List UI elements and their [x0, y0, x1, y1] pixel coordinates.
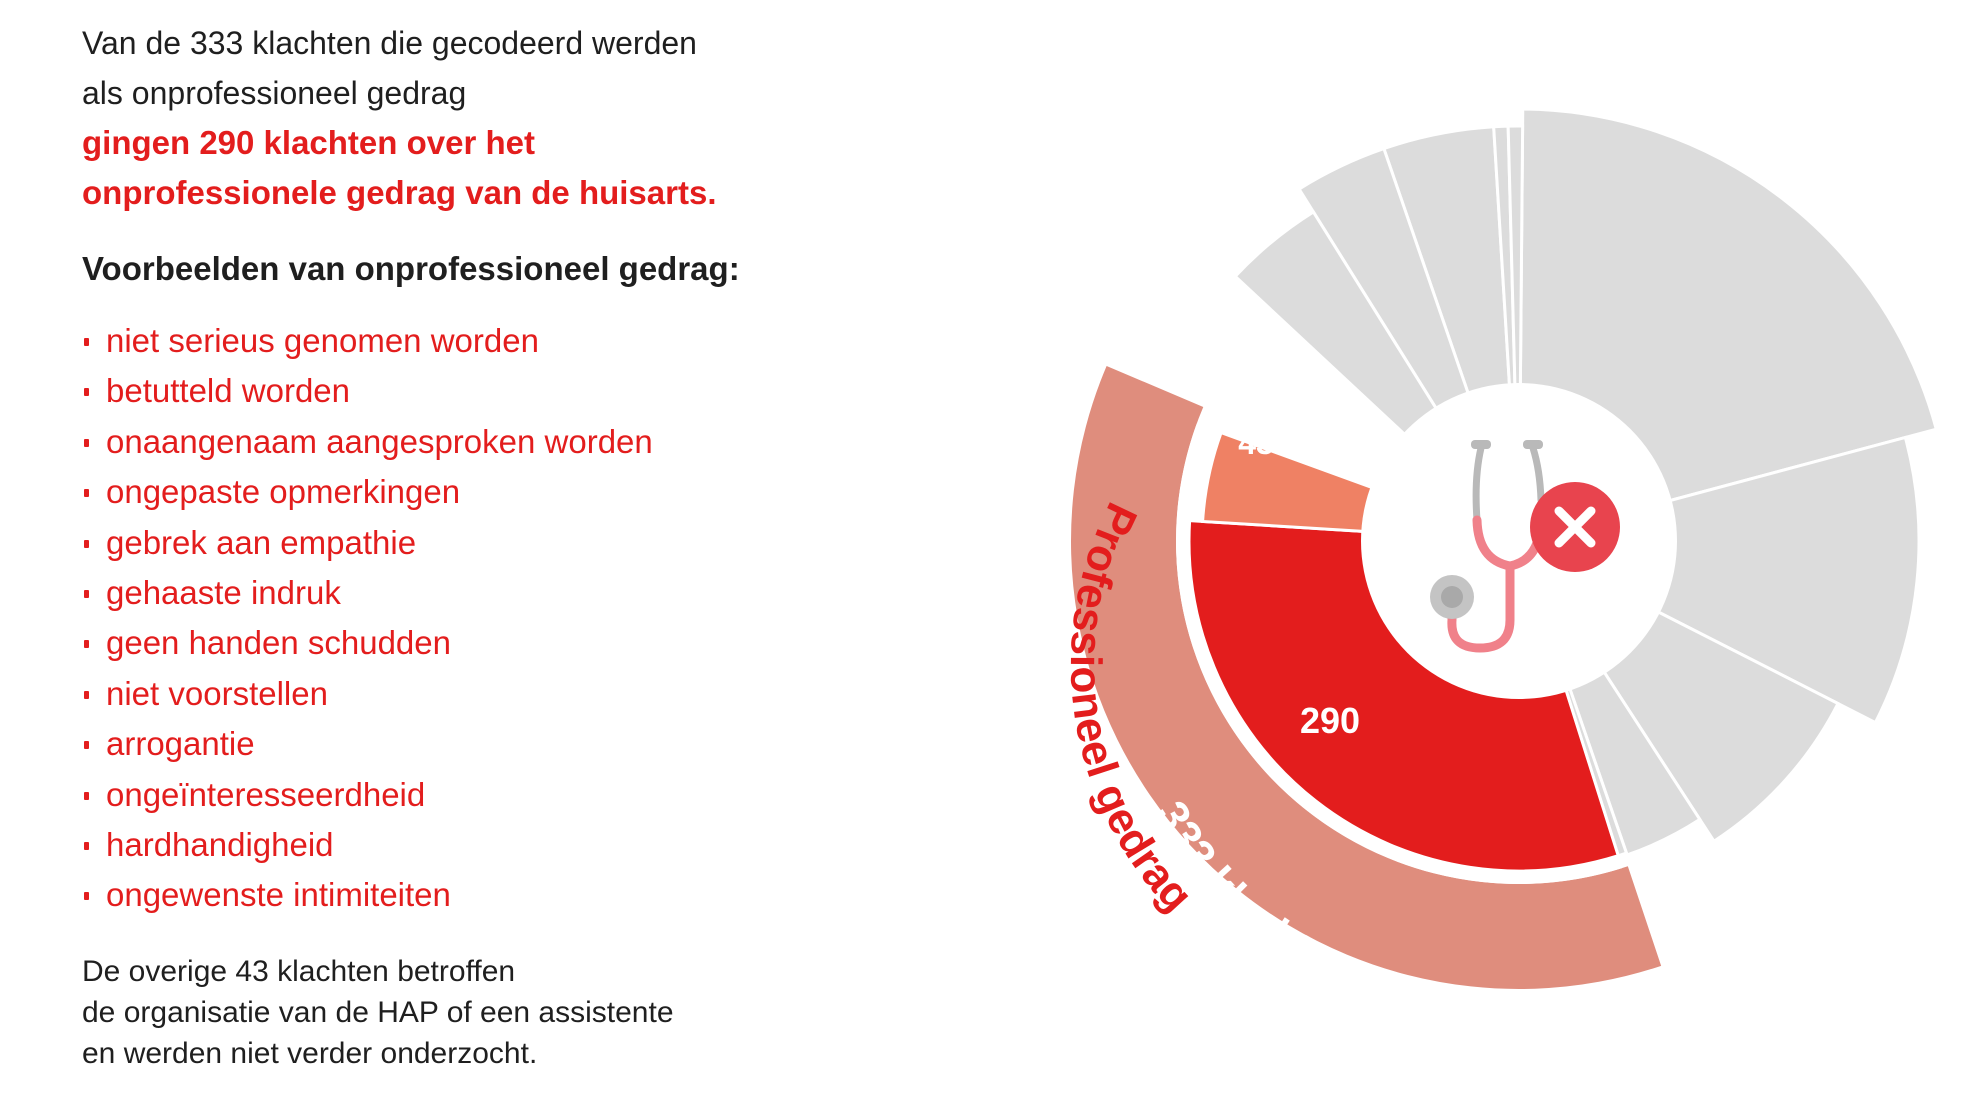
bullet-icon: [84, 791, 89, 800]
example-label: gebrek aan empathie: [106, 523, 417, 561]
center: [1361, 383, 1677, 699]
example-label: niet voorstellen: [106, 674, 328, 712]
segment-43: [1201, 430, 1380, 534]
list-item: ongeïnteresseerdheid: [82, 770, 802, 820]
tube-stem-icon: [1447, 561, 1515, 653]
example-label: niet serieus genomen worden: [106, 322, 539, 359]
intro-line: als onprofessioneel gedrag: [82, 75, 467, 111]
list-item: geen handen schudden: [82, 618, 802, 668]
outro-line: De overige 43 klachten betroffen: [82, 954, 516, 988]
intro-line: Van de 333 klachten die gecodeerd werden: [82, 25, 697, 61]
bullet-icon: [84, 640, 89, 649]
example-label: gehaaste indruk: [106, 574, 341, 612]
list-item: gehaaste indruk: [82, 568, 802, 618]
list-item: betutteld worden: [82, 366, 802, 416]
bullet-icon: [84, 590, 89, 599]
examples-heading: Voorbeelden van onprofessioneel gedrag:: [82, 250, 740, 287]
highlight-line: gingen 290 klachten over het: [82, 124, 535, 161]
example-label: ongewenste intimiteiten: [106, 876, 451, 914]
chest-piece-inner-icon: [1441, 586, 1463, 608]
list-item: ongewenste intimiteiten: [82, 870, 802, 920]
example-label: ongepaste opmerkingen: [106, 473, 461, 511]
bullet-icon: [84, 338, 89, 346]
example-label: hardhandigheid: [106, 826, 334, 864]
highlight: gingen 290 klachten over het onprofessio…: [82, 118, 802, 218]
list-item: niet serieus genomen worden: [82, 316, 802, 366]
outro: De overige 43 klachten betroffen de orga…: [82, 951, 802, 1074]
example-label: geen handen schudden: [106, 624, 451, 662]
segment-label-43: 43: [1238, 425, 1274, 461]
highlight-line: onprofessionele gedrag van de huisarts.: [82, 174, 717, 211]
list-item: gebrek aan empathie: [82, 518, 802, 568]
group-band: [1070, 365, 1662, 990]
example-label: onaangenaam aangesproken worden: [106, 422, 653, 460]
bullet-icon: [84, 438, 89, 447]
segment-label-290: 290: [1300, 700, 1360, 741]
highlighted-group: [1070, 365, 1662, 990]
stethoscope-with-x-icon: [1430, 440, 1620, 653]
bullet-icon: [84, 741, 89, 750]
list-item: hardhandigheid: [82, 820, 802, 870]
example-label: betutteld worden: [106, 372, 351, 410]
bullet-icon: [84, 690, 89, 699]
ear-tip-right-icon: [1523, 440, 1543, 449]
center-circle: [1361, 383, 1677, 699]
bullet-icon: [84, 539, 89, 548]
x-mark-icon: [1554, 506, 1596, 548]
bullet-icon: [84, 489, 89, 498]
bullet-icon: [84, 388, 89, 397]
text-panel: Van de 333 klachten die gecodeerd werden…: [82, 18, 802, 1074]
example-label: arrogantie: [106, 725, 255, 763]
tube-left-icon: [1472, 444, 1485, 524]
intro: Van de 333 klachten die gecodeerd werden…: [82, 18, 802, 118]
outro-line: de organisatie van de HAP of een assiste…: [82, 995, 674, 1029]
list-item: niet voorstellen: [82, 669, 802, 719]
bullet-icon: [84, 842, 89, 851]
examples-list: niet serieus genomen worden betutteld wo…: [82, 316, 802, 921]
list-item: arrogantie: [82, 719, 802, 769]
outro-line: en werden niet verder onderzocht.: [82, 1036, 538, 1070]
bullet-icon: [84, 892, 89, 901]
list-item: ongepaste opmerkingen: [82, 467, 802, 517]
list-item: onaangenaam aangesproken worden: [82, 417, 802, 467]
tube-right-icon: [1529, 444, 1545, 504]
example-label: ongeïnteresseerdheid: [106, 775, 426, 813]
